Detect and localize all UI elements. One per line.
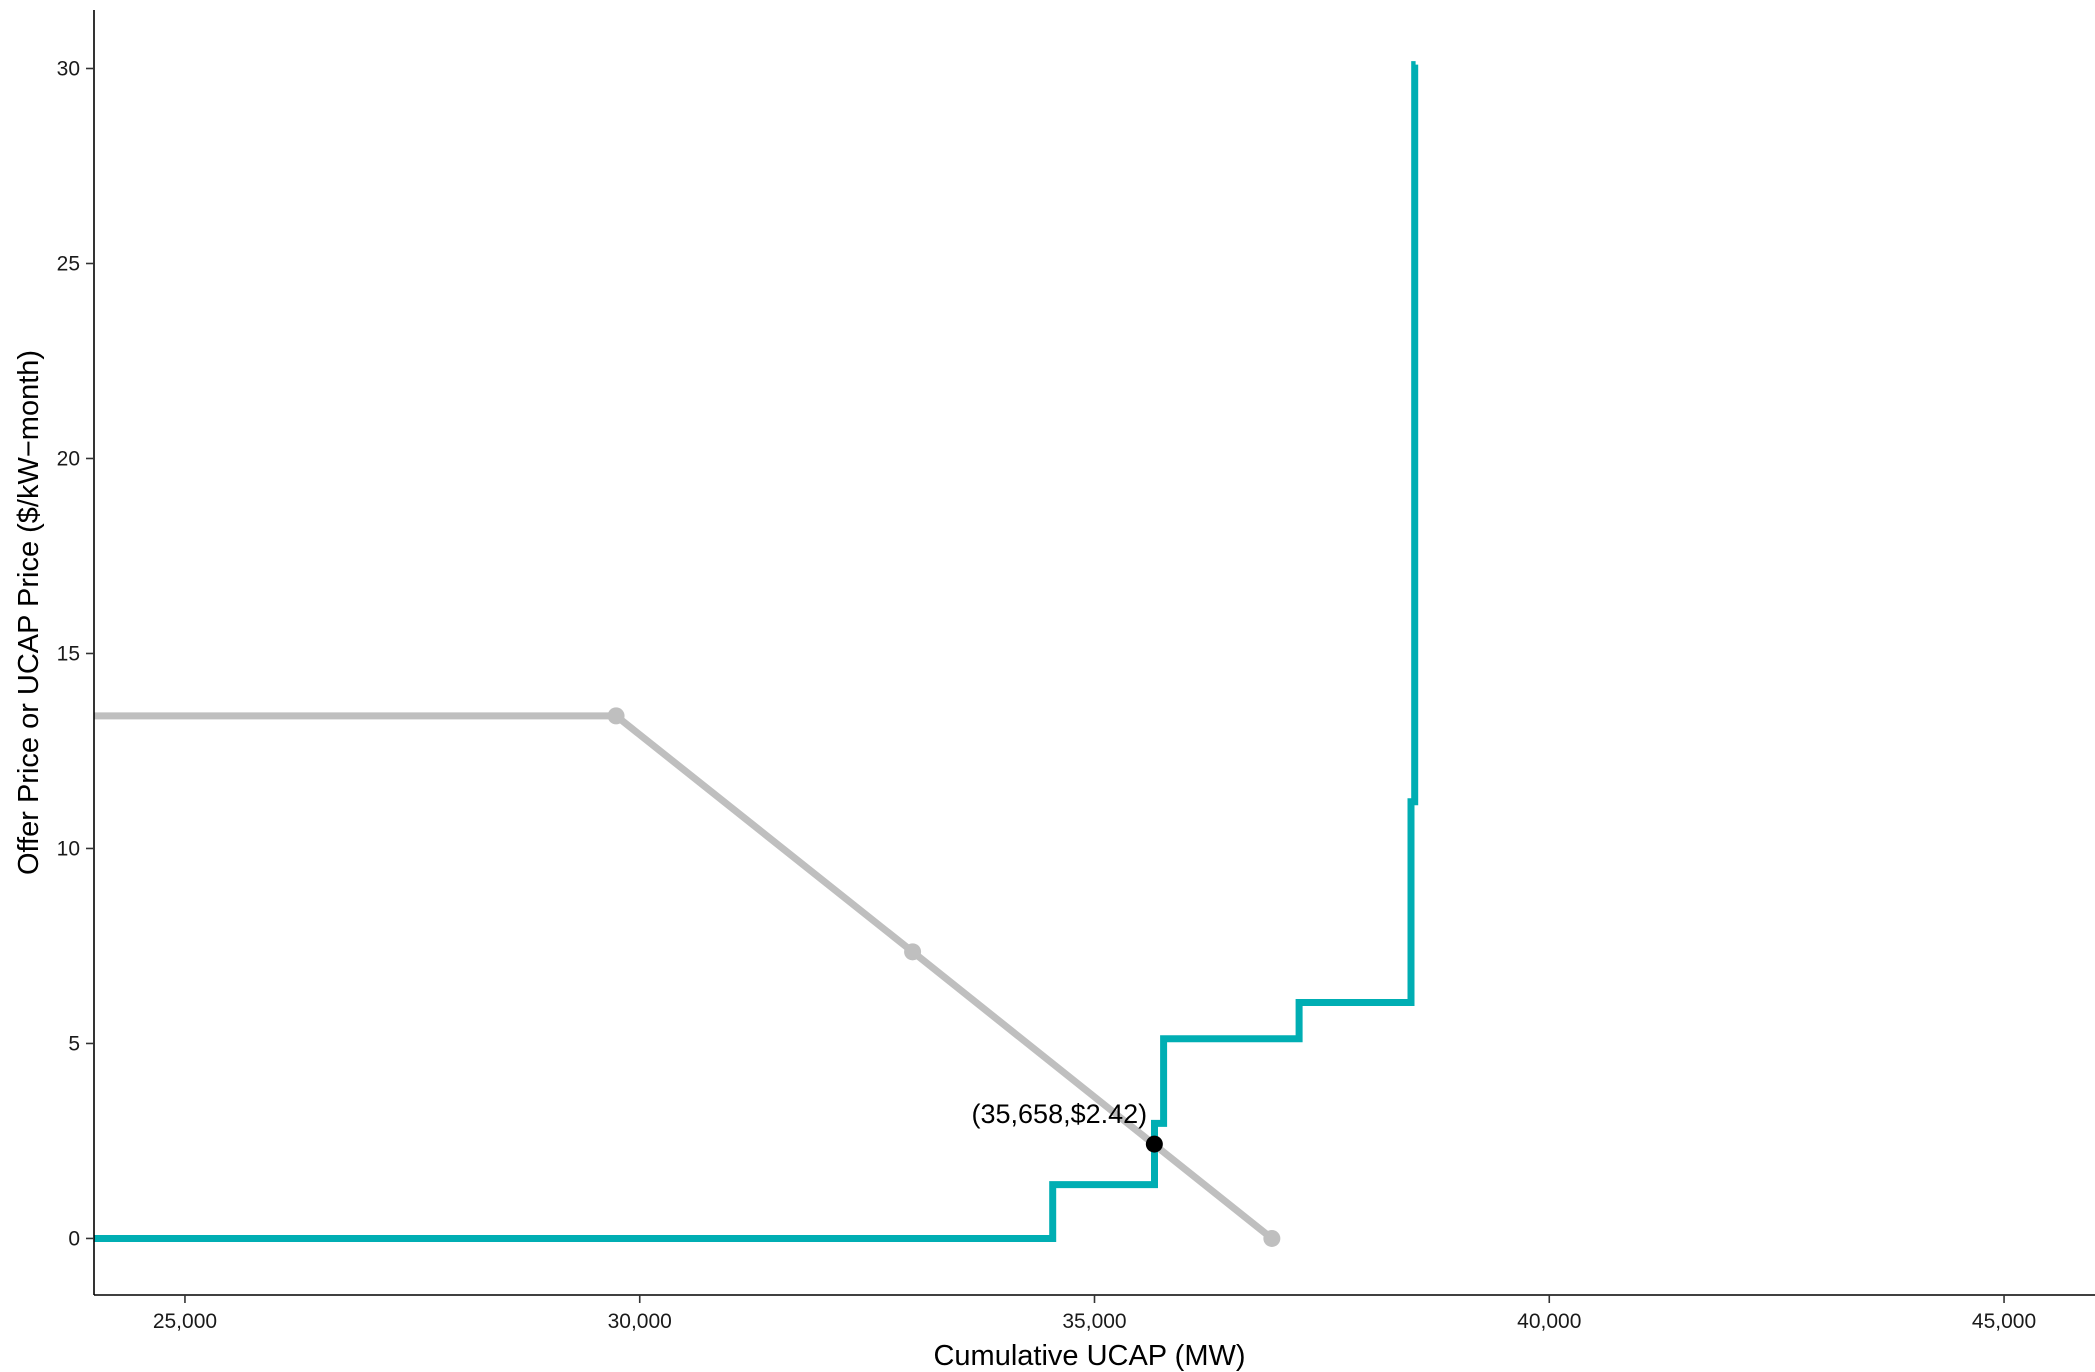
y-tick-label: 25 [57, 252, 80, 275]
demand-curve-point [607, 707, 625, 725]
x-tick-label: 30,000 [608, 1310, 672, 1333]
y-axis-title: Offer Price or UCAP Price ($/kW−month) [13, 350, 45, 875]
series-layer [94, 61, 1419, 1247]
clearing-point-label: (35,658,$2.42) [972, 1099, 1148, 1129]
y-tick-label: 20 [57, 447, 80, 470]
demand-curve-point [1263, 1229, 1281, 1247]
x-tick-label: 40,000 [1517, 1310, 1581, 1333]
x-axis-title: Cumulative UCAP (MW) [933, 1340, 1245, 1372]
x-tick-label: 25,000 [153, 1310, 217, 1333]
y-tick-label: 15 [57, 642, 80, 665]
supply-step-line [94, 61, 1419, 1242]
annotation-layer: (35,658,$2.42) [972, 1099, 1163, 1153]
x-axis-ticks: 25,000 30,000 35,000 40,000 45,000 [153, 1295, 2036, 1333]
x-tick-label: 45,000 [1972, 1310, 2036, 1333]
x-tick-label: 35,000 [1062, 1310, 1126, 1333]
demand-curve-line [94, 712, 1275, 1242]
demand-curve-point [904, 943, 922, 961]
y-tick-label: 30 [57, 57, 80, 80]
y-tick-label: 5 [68, 1032, 80, 1055]
y-axis-ticks: 0 5 10 15 20 25 30 [57, 57, 94, 1250]
y-tick-label: 0 [68, 1227, 80, 1250]
clearing-point [1145, 1135, 1163, 1153]
y-tick-label: 10 [57, 837, 80, 860]
